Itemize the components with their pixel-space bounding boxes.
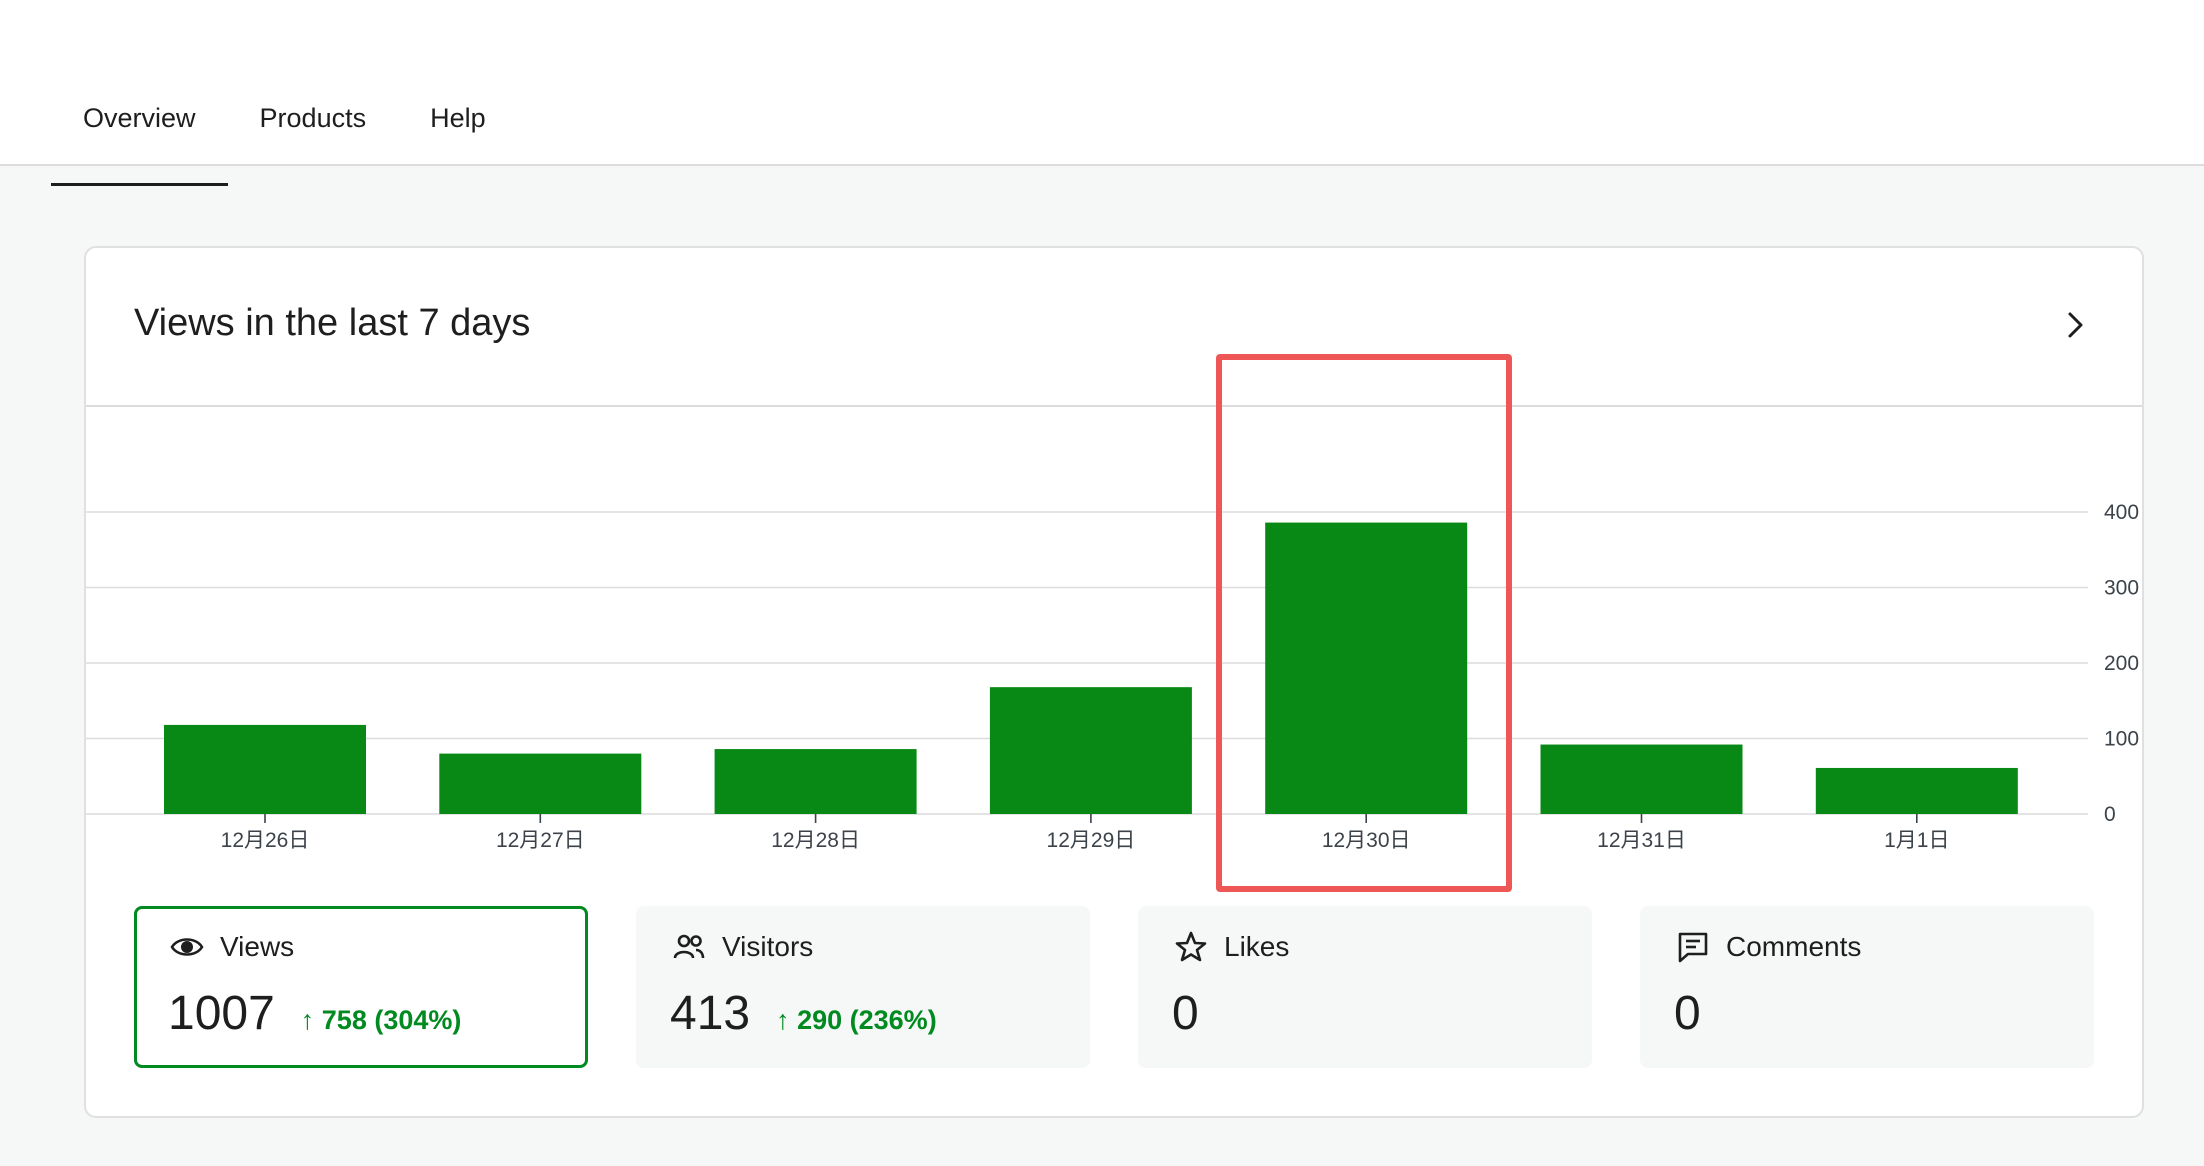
visitors-icon [673, 934, 705, 959]
y-tick-label: 100 [2104, 728, 2139, 751]
comments-icon [1678, 932, 1708, 963]
x-tick-label: 12月29日 [1047, 829, 1136, 852]
tab-bar: Overview Products Help [51, 96, 518, 186]
eye-icon [170, 938, 204, 956]
stat-label: Views [220, 931, 295, 962]
stat-delta: ↑ 758 (304%) [300, 1005, 462, 1035]
x-tick-label: 12月30日 [1322, 829, 1411, 852]
star-icon [1175, 931, 1207, 962]
tab-products[interactable]: Products [259, 103, 367, 133]
bar [989, 687, 1192, 814]
stat-value: 0 [1674, 987, 1701, 1040]
bar [714, 749, 917, 814]
stat-value: 0 [1172, 987, 1199, 1040]
chevron-right-icon[interactable] [2062, 310, 2088, 340]
bar [164, 724, 366, 814]
stat-views[interactable]: Views 1007 ↑ 758 (304%) [134, 906, 588, 1068]
x-tick-label: 12月27日 [496, 829, 585, 852]
stats-row: Views 1007 ↑ 758 (304%) Visitors 413 ↑ 2… [134, 906, 2094, 1068]
y-tick-label: 400 [2104, 501, 2139, 524]
stat-likes[interactable]: Likes 0 [1138, 906, 1592, 1068]
y-tick-label: 0 [2104, 803, 2116, 826]
bar [439, 753, 642, 814]
x-tick-label: 12月31日 [1597, 829, 1686, 852]
bar [1540, 744, 1743, 814]
bar [1815, 767, 2018, 814]
stat-delta: ↑ 290 (236%) [776, 1005, 937, 1035]
stat-label: Likes [1224, 931, 1290, 962]
x-tick-label: 12月26日 [221, 829, 310, 852]
x-tick-label: 12月28日 [771, 829, 860, 852]
stat-visitors[interactable]: Visitors 413 ↑ 290 (236%) [636, 906, 1090, 1068]
y-tick-label: 200 [2104, 652, 2139, 675]
stat-value: 1007 [168, 987, 275, 1040]
top-navigation: Overview Products Help [0, 0, 2204, 186]
stat-label: Visitors [722, 931, 814, 962]
bar [1265, 522, 1468, 814]
tab-help[interactable]: Help [430, 103, 486, 133]
card-title: Views in the last 7 days [134, 302, 531, 344]
highlight-box [1216, 354, 1512, 892]
stat-comments[interactable]: Comments 0 [1640, 906, 2094, 1068]
x-tick-label: 1月1日 [1884, 829, 1949, 852]
tab-overview[interactable]: Overview [51, 96, 228, 186]
stat-label: Comments [1726, 931, 1862, 962]
views-bar-chart: 0 100 200 300 400 12月26日 12月27日 12月28日 12月29日 12月… [86, 405, 2142, 852]
views-card: Views in the last 7 days 0 100 200 300 400 12… [84, 246, 2144, 1118]
y-tick-label: 300 [2104, 577, 2139, 600]
stat-value: 413 [670, 987, 751, 1040]
